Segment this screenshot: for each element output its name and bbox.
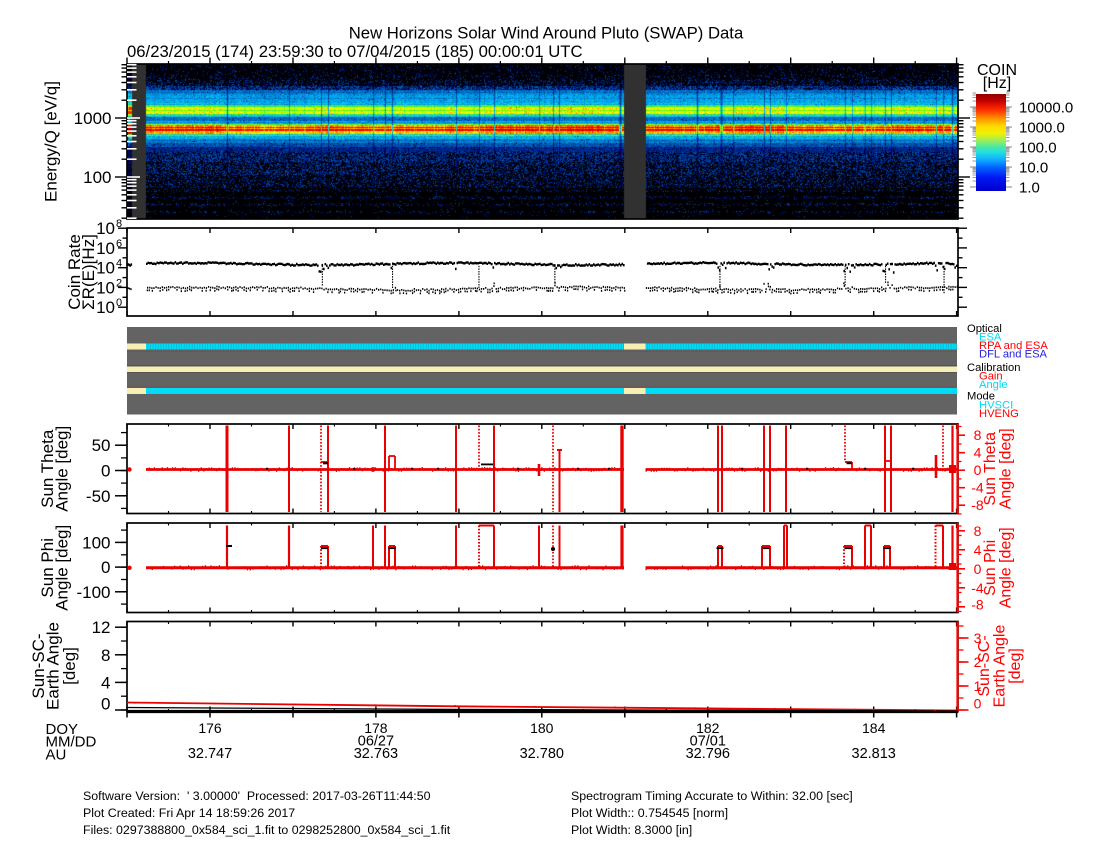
svg-text:0: 0	[101, 462, 110, 481]
svg-text:Spectrogram Timing Accurate to: Spectrogram Timing Accurate to Within: 3…	[571, 789, 853, 803]
svg-text:0: 0	[101, 695, 110, 714]
svg-text:8: 8	[101, 646, 110, 665]
svg-text:Sun-SC-: Sun-SC-	[976, 635, 993, 696]
svg-text:Optical: Optical	[967, 323, 1002, 335]
svg-text:178: 178	[364, 720, 388, 736]
svg-text:0: 0	[101, 558, 110, 577]
svg-text:182: 182	[696, 720, 720, 736]
svg-text:COIN: COIN	[977, 62, 1017, 79]
svg-text:MM/DD: MM/DD	[46, 734, 97, 751]
svg-text:3: 3	[974, 630, 982, 646]
svg-text:-8: -8	[971, 597, 984, 613]
svg-text:8: 8	[974, 427, 982, 443]
svg-text:100: 100	[83, 168, 111, 187]
svg-text:-100: -100	[76, 583, 110, 602]
svg-text:8: 8	[116, 218, 122, 230]
svg-text:HVSCI: HVSCI	[979, 400, 1013, 412]
svg-text:32.813: 32.813	[852, 746, 896, 762]
svg-text:AU: AU	[46, 747, 67, 764]
svg-text:-8: -8	[971, 497, 984, 513]
svg-text:32.780: 32.780	[520, 746, 564, 762]
svg-text:Mode: Mode	[967, 391, 995, 403]
svg-text:Sun Phi: Sun Phi	[982, 540, 999, 596]
svg-text:50: 50	[92, 436, 111, 455]
svg-text:2: 2	[974, 654, 982, 670]
svg-text:10000.0: 10000.0	[1019, 100, 1073, 117]
svg-text:2: 2	[116, 277, 122, 289]
svg-text:DOY: DOY	[46, 721, 79, 738]
svg-text:ESA: ESA	[979, 332, 1002, 344]
svg-text:DFL and ESA: DFL and ESA	[979, 349, 1048, 361]
svg-text:4: 4	[974, 445, 982, 461]
svg-text:10: 10	[96, 259, 115, 278]
svg-text:06/23/2015 (174) 23:59:30 to 0: 06/23/2015 (174) 23:59:30 to 07/04/2015 …	[127, 42, 583, 61]
svg-text:0: 0	[974, 561, 982, 577]
svg-text:180: 180	[530, 720, 554, 736]
svg-text:[Hz]: [Hz]	[983, 75, 1011, 92]
svg-text:06/27: 06/27	[358, 734, 394, 750]
svg-text:New Horizons Solar Wind Around: New Horizons Solar Wind Around Pluto (SW…	[349, 24, 744, 43]
svg-text:10.0: 10.0	[1019, 160, 1048, 177]
svg-text:0: 0	[116, 297, 122, 309]
svg-text:4: 4	[101, 673, 110, 692]
svg-text:1.0: 1.0	[1019, 180, 1040, 197]
svg-text:Angle: Angle	[979, 379, 1008, 391]
svg-text:1000: 1000	[74, 109, 112, 128]
svg-text:ΣR(E)[Hz]: ΣR(E)[Hz]	[79, 234, 98, 310]
svg-text:10: 10	[96, 298, 115, 317]
svg-text:100.0: 100.0	[1019, 140, 1057, 157]
svg-text:Sun Theta: Sun Theta	[38, 429, 57, 508]
svg-text:10: 10	[96, 239, 115, 258]
svg-text:Coin Rate: Coin Rate	[65, 234, 84, 310]
svg-text:Earth Angle: Earth Angle	[44, 622, 63, 710]
svg-text:Gain: Gain	[979, 371, 1003, 383]
svg-text:Calibration: Calibration	[967, 362, 1020, 374]
svg-text:32.763: 32.763	[354, 746, 398, 762]
svg-text:12: 12	[92, 618, 111, 637]
svg-text:4: 4	[974, 542, 982, 558]
svg-text:Software Version: ' 3.00000': Software Version: ' 3.00000' Processed: …	[83, 789, 431, 803]
svg-text:Sun-SC-: Sun-SC-	[29, 633, 48, 698]
svg-text:Plot Width: 8.3000 [in]: Plot Width: 8.3000 [in]	[571, 823, 692, 837]
svg-text:32.747: 32.747	[188, 746, 232, 762]
svg-text:1000.0: 1000.0	[1019, 120, 1065, 137]
svg-text:0: 0	[974, 696, 982, 712]
svg-text:Angle [deg]: Angle [deg]	[998, 428, 1015, 509]
svg-text:184: 184	[862, 720, 886, 736]
svg-text:6: 6	[116, 238, 122, 250]
svg-text:Angle [deg]: Angle [deg]	[998, 527, 1015, 608]
svg-text:10: 10	[96, 278, 115, 297]
svg-text:4: 4	[116, 258, 122, 270]
svg-text:07/01: 07/01	[690, 734, 726, 750]
svg-text:Sun Theta: Sun Theta	[982, 432, 999, 506]
svg-text:Angle [deg]: Angle [deg]	[53, 525, 72, 611]
svg-text:[deg]: [deg]	[1007, 648, 1024, 684]
svg-text:1: 1	[974, 678, 982, 694]
svg-text:Angle [deg]: Angle [deg]	[53, 426, 72, 512]
svg-text:Plot Created: Fri Apr 14 18:59: Plot Created: Fri Apr 14 18:59:26 2017	[83, 806, 295, 820]
svg-text:0: 0	[974, 462, 982, 478]
svg-text:Sun Phi: Sun Phi	[38, 538, 57, 598]
svg-text:176: 176	[198, 720, 222, 736]
svg-text:32.796: 32.796	[686, 746, 730, 762]
svg-text:100: 100	[82, 533, 110, 552]
svg-text:HVENG: HVENG	[979, 408, 1019, 420]
svg-text:8: 8	[974, 523, 982, 539]
svg-text:Earth Angle: Earth Angle	[992, 625, 1009, 708]
svg-text:-4: -4	[971, 580, 984, 596]
svg-text:[deg]: [deg]	[60, 647, 79, 685]
svg-text:RPA and ESA: RPA and ESA	[979, 340, 1048, 352]
svg-text:-50: -50	[86, 487, 111, 506]
svg-text:-4: -4	[971, 480, 984, 496]
svg-text:Files: 0297388800_0x584_sci_1.: Files: 0297388800_0x584_sci_1.fit to 029…	[83, 823, 451, 837]
svg-text:Energy/Q [eV/q]: Energy/Q [eV/q]	[42, 81, 61, 202]
svg-text:10: 10	[96, 219, 115, 238]
svg-text:Plot Width:: 0.754545 [norm]: Plot Width:: 0.754545 [norm]	[571, 806, 728, 820]
